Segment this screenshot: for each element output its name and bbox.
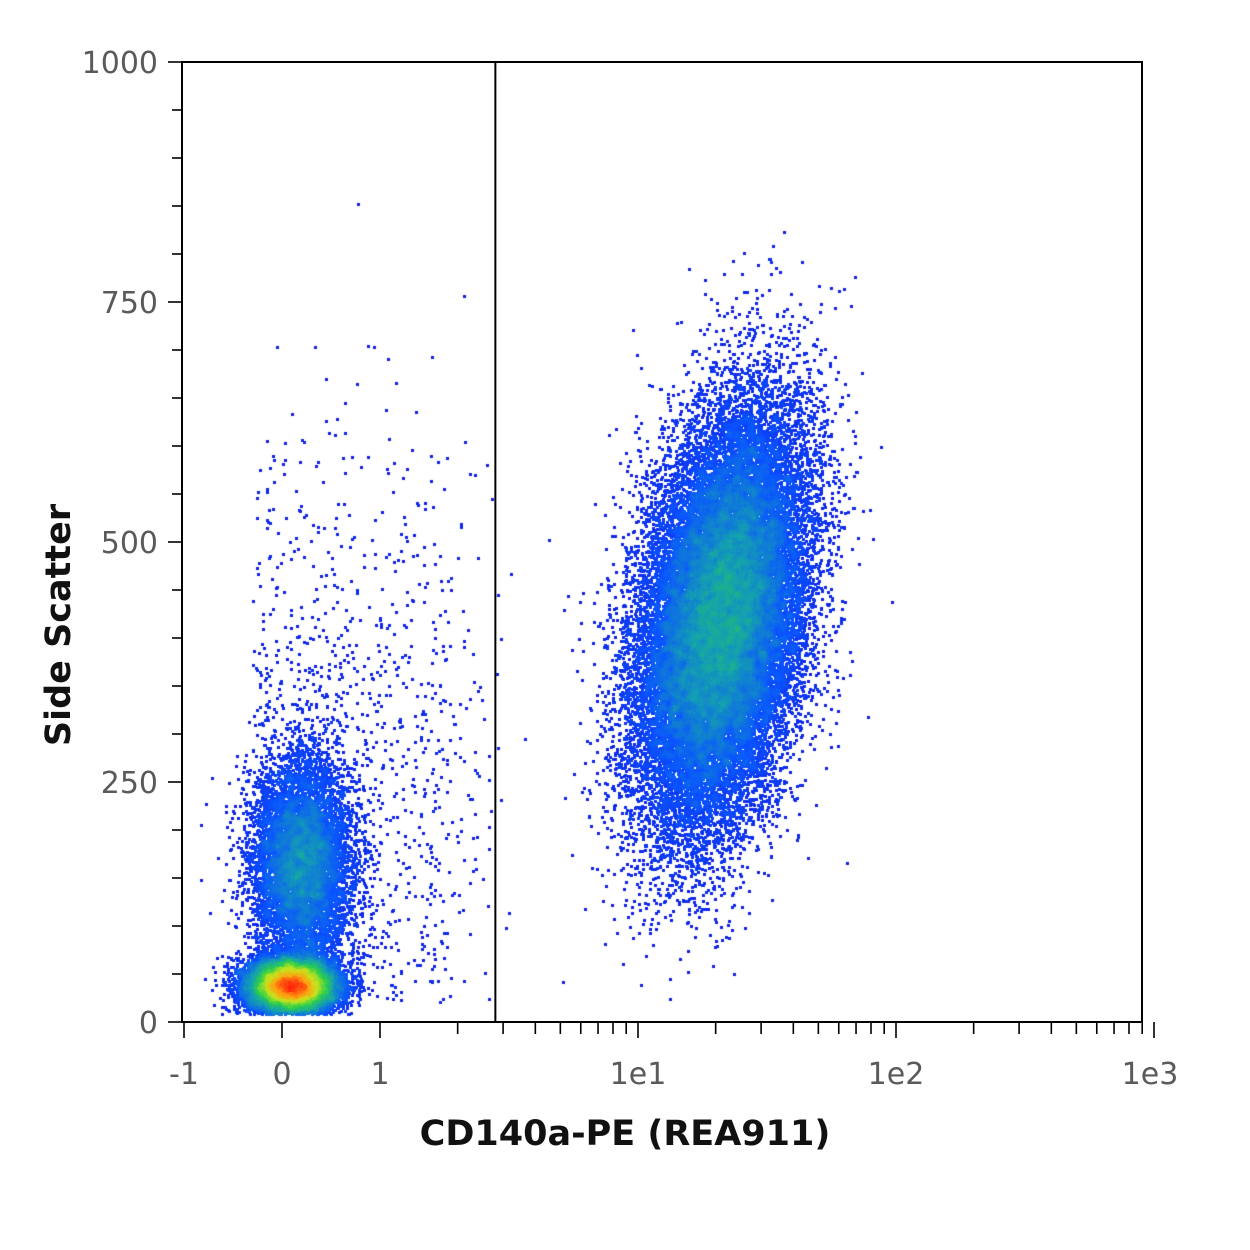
x-tick-label: 1 [370, 1057, 389, 1092]
density-dots [182, 62, 1142, 1022]
x-tick-label: -1 [169, 1057, 199, 1092]
x-tick-label: 0 [272, 1057, 291, 1092]
y-tick-label: 750 [101, 286, 158, 321]
plot-area [182, 62, 1142, 1022]
x-tick-label: 1e3 [1122, 1057, 1179, 1092]
plot-frame [181, 61, 1143, 1023]
y-tick-label: 1000 [82, 46, 158, 81]
x-axis-title: CD140a-PE (REA911) [420, 1114, 831, 1154]
y-tick-label: 500 [101, 526, 158, 561]
x-tick-label: 1e1 [610, 1057, 667, 1092]
x-tick-label: 1e2 [868, 1057, 925, 1092]
y-tick-label: 250 [101, 766, 158, 801]
axis-tick-labels: 0 250 500 750 1000 -1 0 1 1e1 1e2 1e3 [82, 46, 1179, 1092]
y-axis-title: Side Scatter [39, 503, 79, 746]
y-tick-label: 0 [139, 1006, 158, 1041]
axis-ticks [168, 61, 1155, 1038]
